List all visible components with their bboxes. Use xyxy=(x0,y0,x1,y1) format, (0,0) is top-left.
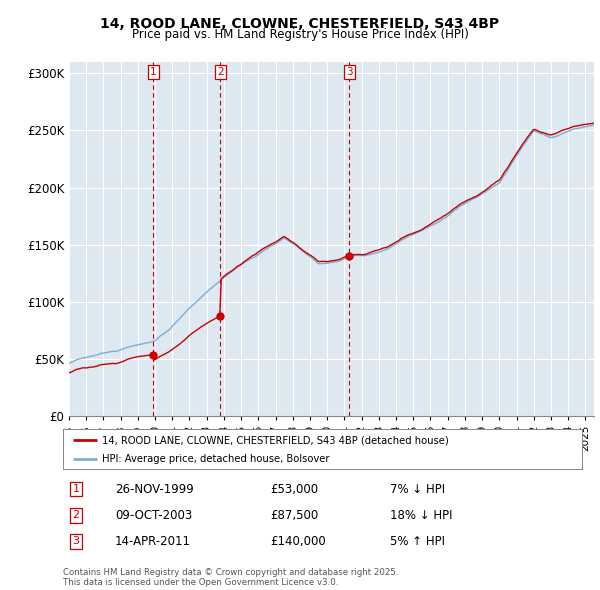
Text: 7% ↓ HPI: 7% ↓ HPI xyxy=(390,483,445,496)
Text: 3: 3 xyxy=(346,67,353,77)
Text: 1: 1 xyxy=(73,484,79,494)
Text: 14, ROOD LANE, CLOWNE, CHESTERFIELD, S43 4BP: 14, ROOD LANE, CLOWNE, CHESTERFIELD, S43… xyxy=(100,17,500,31)
Text: £140,000: £140,000 xyxy=(271,535,326,548)
Text: 2: 2 xyxy=(217,67,223,77)
Text: 26-NOV-1999: 26-NOV-1999 xyxy=(115,483,194,496)
Text: HPI: Average price, detached house, Bolsover: HPI: Average price, detached house, Bols… xyxy=(102,454,329,464)
Text: 1: 1 xyxy=(150,67,157,77)
Text: 3: 3 xyxy=(73,536,79,546)
Text: 5% ↑ HPI: 5% ↑ HPI xyxy=(390,535,445,548)
Text: 14, ROOD LANE, CLOWNE, CHESTERFIELD, S43 4BP (detached house): 14, ROOD LANE, CLOWNE, CHESTERFIELD, S43… xyxy=(102,435,449,445)
Text: Contains HM Land Registry data © Crown copyright and database right 2025.
This d: Contains HM Land Registry data © Crown c… xyxy=(63,568,398,587)
Text: 14-APR-2011: 14-APR-2011 xyxy=(115,535,191,548)
Text: £53,000: £53,000 xyxy=(271,483,319,496)
Text: £87,500: £87,500 xyxy=(271,509,319,522)
Text: 18% ↓ HPI: 18% ↓ HPI xyxy=(390,509,452,522)
Text: Price paid vs. HM Land Registry's House Price Index (HPI): Price paid vs. HM Land Registry's House … xyxy=(131,28,469,41)
Text: 2: 2 xyxy=(73,510,80,520)
Text: 09-OCT-2003: 09-OCT-2003 xyxy=(115,509,192,522)
